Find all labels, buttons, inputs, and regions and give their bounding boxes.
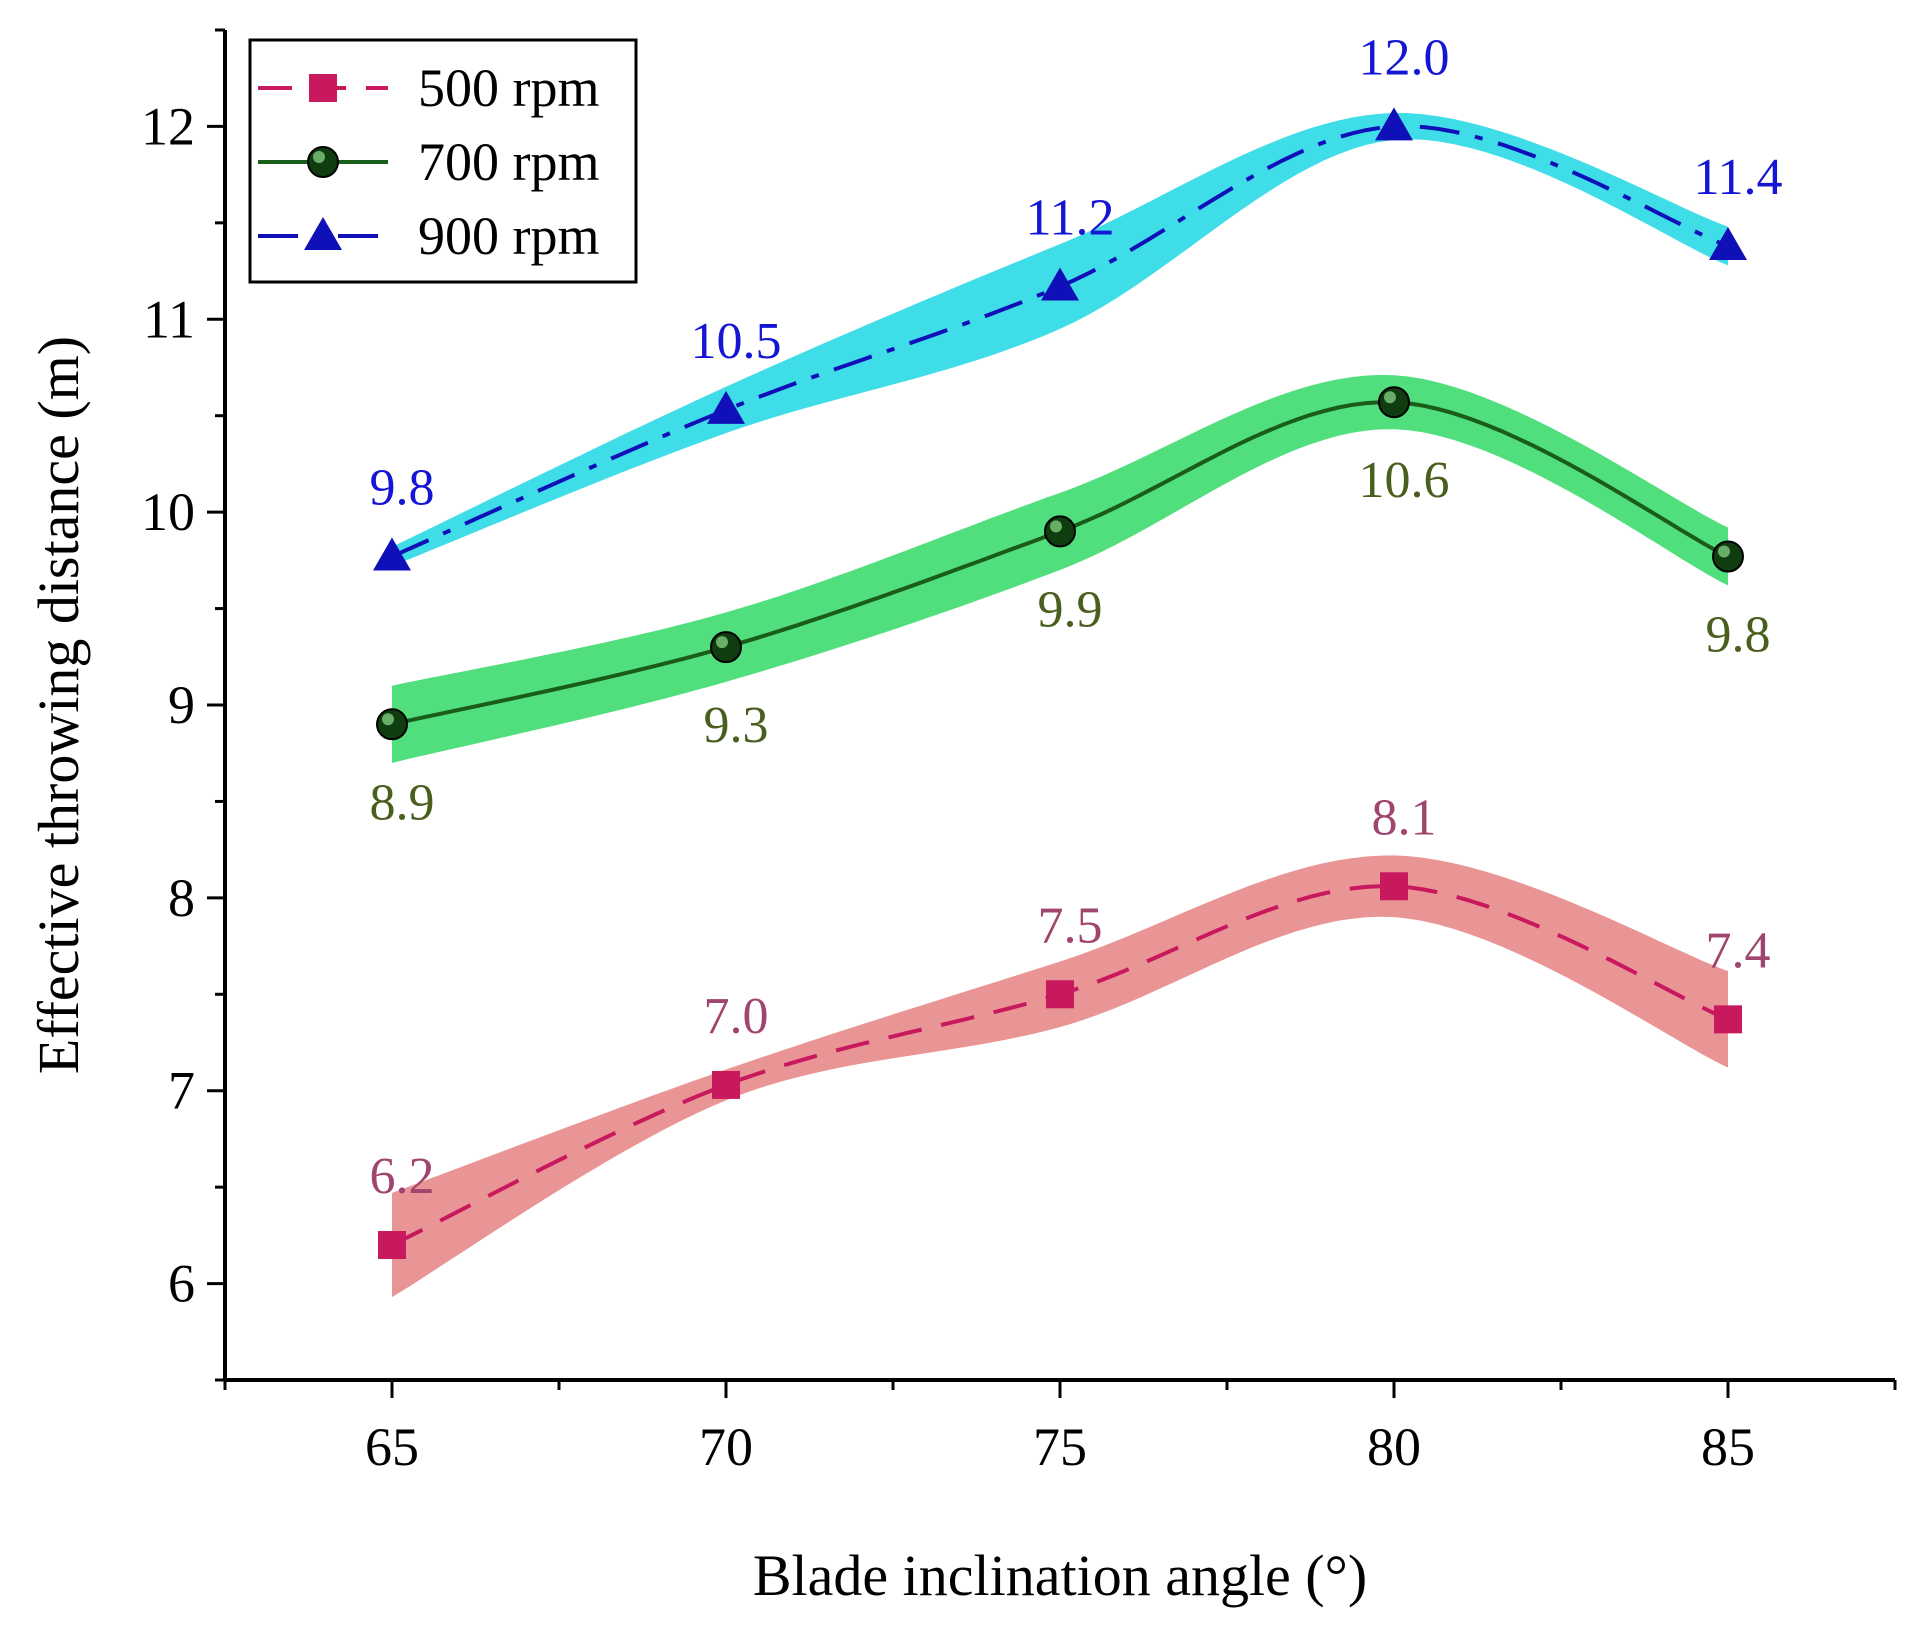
y-tick-label-6: 6 — [168, 1254, 195, 1314]
legend: 500 rpm 700 rpm 900 rpm — [248, 38, 638, 284]
data-label-900-rpm-85: 11.4 — [1693, 149, 1782, 206]
data-label-700-rpm-70: 9.3 — [704, 697, 769, 754]
marker-500-rpm-75 — [1046, 980, 1074, 1009]
legend-swatch-marker — [304, 217, 342, 250]
x-tick-label-70: 70 — [699, 1417, 753, 1477]
axes: 65 70 75 80 85 6 7 8 9 10 11 12 — [141, 28, 1897, 1477]
series-markers — [373, 107, 1747, 1259]
legend-item-500-rpm: 500 rpm — [258, 58, 600, 118]
data-label-700-rpm-80: 10.6 — [1359, 452, 1450, 509]
legend-swatch-marker — [307, 146, 339, 178]
band-700-rpm — [392, 374, 1728, 763]
data-label-900-rpm-80: 12.0 — [1359, 29, 1450, 86]
y-axis-title: Effective throwing distance (m) — [26, 336, 91, 1074]
marker-700-rpm-85 — [1712, 540, 1744, 573]
marker-500-rpm-70 — [712, 1070, 740, 1099]
data-label-700-rpm-65: 8.9 — [370, 774, 435, 831]
marker-900-rpm-70 — [707, 390, 745, 424]
legend-item-700-rpm: 700 rpm — [258, 132, 600, 192]
legend-label: 500 rpm — [418, 58, 600, 118]
y-tick-label-10: 10 — [141, 482, 195, 542]
data-label-900-rpm-70: 10.5 — [691, 313, 782, 370]
legend-label: 700 rpm — [418, 132, 600, 192]
x-tick-label-65: 65 — [365, 1417, 419, 1477]
x-tick-label-80: 80 — [1367, 1417, 1421, 1477]
data-label-500-rpm-70: 7.0 — [704, 988, 769, 1045]
y-tick-label-9: 9 — [168, 675, 195, 735]
data-label-500-rpm-80: 8.1 — [1372, 789, 1437, 846]
marker-500-rpm-85 — [1714, 1005, 1742, 1034]
marker-900-rpm-85 — [1709, 227, 1747, 260]
marker-700-rpm-65 — [376, 708, 408, 741]
data-label-500-rpm-75: 7.5 — [1038, 897, 1103, 954]
x-tick-label-85: 85 — [1701, 1417, 1755, 1477]
marker-500-rpm-80 — [1380, 872, 1408, 901]
y-tick-label-12: 12 — [141, 96, 195, 156]
data-label-900-rpm-75: 11.2 — [1025, 190, 1114, 247]
y-tick-label-11: 11 — [143, 289, 195, 349]
x-ticks: 65 70 75 80 85 — [223, 1380, 1897, 1477]
data-label-700-rpm-75: 9.9 — [1038, 581, 1103, 638]
marker-900-rpm-75 — [1041, 267, 1079, 301]
confidence-bands — [392, 112, 1728, 1298]
x-tick-label-75: 75 — [1033, 1417, 1087, 1477]
y-tick-label-8: 8 — [168, 868, 195, 928]
data-label-500-rpm-65: 6.2 — [370, 1148, 435, 1205]
y-ticks: 6 7 8 9 10 11 12 — [141, 28, 225, 1382]
x-axis-title: Blade inclination angle (°) — [753, 1543, 1367, 1608]
legend-swatch-marker — [309, 74, 337, 102]
legend-label: 900 rpm — [418, 206, 600, 266]
marker-900-rpm-80 — [1375, 107, 1413, 141]
marker-500-rpm-65 — [378, 1231, 406, 1259]
legend-item-900-rpm: 900 rpm — [258, 206, 600, 266]
data-labels: 6.2 7.0 7.5 8.1 7.4 8.9 9.3 9.9 10.6 9.8 9.8 10.5 11… — [370, 29, 1783, 1205]
marker-900-rpm-65 — [373, 537, 411, 571]
data-label-500-rpm-85: 7.4 — [1706, 922, 1771, 979]
y-tick-label-7: 7 — [168, 1061, 195, 1121]
marker-700-rpm-80 — [1378, 386, 1410, 419]
data-label-900-rpm-65: 9.8 — [370, 460, 435, 517]
data-label-700-rpm-85: 9.8 — [1706, 607, 1771, 664]
marker-700-rpm-70 — [710, 631, 742, 664]
marker-700-rpm-75 — [1044, 515, 1076, 548]
